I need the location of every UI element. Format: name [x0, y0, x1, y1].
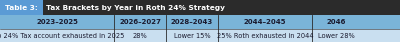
Bar — [0, 0, 43, 15]
Bar — [0, 0, 400, 15]
Text: 2028–2043: 2028–2043 — [171, 19, 213, 25]
Text: 2046: 2046 — [326, 19, 346, 25]
Text: 2026–2027: 2026–2027 — [119, 19, 161, 25]
Text: 28%: 28% — [133, 33, 147, 39]
Text: Lower 15%: Lower 15% — [174, 33, 210, 39]
Text: Table 3:: Table 3: — [5, 5, 38, 11]
Text: 2044–2045: 2044–2045 — [244, 19, 286, 25]
Text: Lower 28%: Lower 28% — [318, 33, 354, 39]
Bar — [0, 29, 400, 42]
Text: 25% Roth exhausted in 2044: 25% Roth exhausted in 2044 — [217, 33, 313, 39]
Text: Top 24% Tax account exhausted in 2025: Top 24% Tax account exhausted in 2025 — [0, 33, 124, 39]
Text: Tax Brackets by Year in Roth 24% Strategy: Tax Brackets by Year in Roth 24% Strateg… — [46, 5, 225, 11]
Bar — [0, 15, 400, 29]
Text: 2023–2025: 2023–2025 — [36, 19, 78, 25]
